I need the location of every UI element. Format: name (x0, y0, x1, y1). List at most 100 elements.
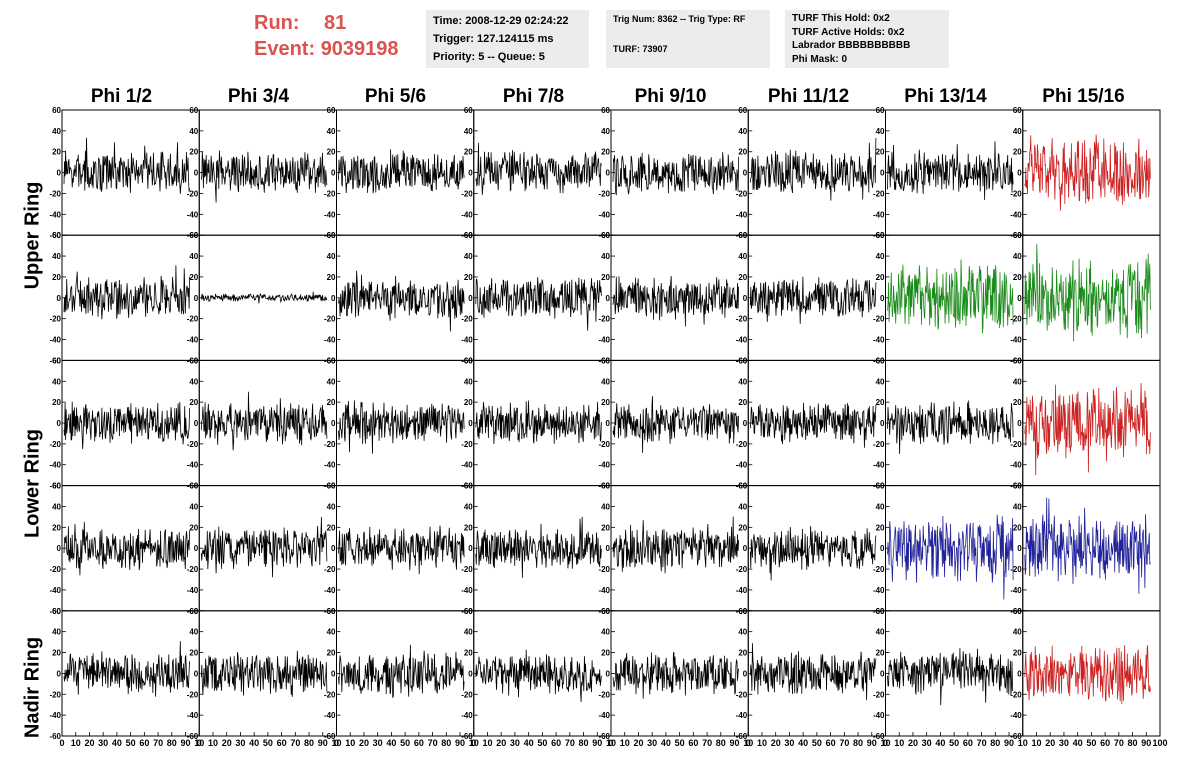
y-tick-label: 40 (52, 127, 61, 136)
y-tick-label: 20 (189, 523, 198, 532)
y-tick-label: 40 (327, 628, 336, 637)
y-tick-label: 20 (738, 273, 747, 282)
x-tick-label: 10 (757, 738, 767, 748)
y-tick-label: -60 (187, 231, 199, 240)
y-tick-label: 60 (189, 231, 198, 240)
y-tick-label: -60 (736, 732, 748, 741)
y-tick-label: 0 (194, 544, 199, 553)
x-tick-label: 70 (153, 738, 163, 748)
waveform-trace (475, 400, 602, 445)
y-tick-label: 60 (738, 231, 747, 240)
y-tick-label: 20 (1013, 523, 1022, 532)
y-tick-label: 0 (880, 169, 885, 178)
y-tick-label: 40 (738, 502, 747, 511)
y-tick-label: -40 (873, 586, 885, 595)
y-tick-label: -20 (1010, 690, 1022, 699)
y-tick-label: -40 (1010, 711, 1022, 720)
x-tick-label: 50 (537, 738, 547, 748)
y-tick-label: 20 (876, 148, 885, 157)
x-tick-label: 40 (798, 738, 808, 748)
y-tick-label: 0 (880, 544, 885, 553)
y-tick-label: -20 (598, 690, 610, 699)
y-tick-label: 40 (738, 252, 747, 261)
y-tick-label: 60 (601, 607, 610, 616)
panel-frame (198, 109, 337, 236)
y-tick-label: 40 (876, 628, 885, 637)
y-tick-label: -40 (324, 210, 336, 219)
y-tick-label: 40 (464, 502, 473, 511)
y-tick-label: 60 (876, 482, 885, 491)
waveform-trace (475, 142, 602, 195)
waveform-trace (63, 641, 190, 697)
y-tick-label: -60 (461, 231, 473, 240)
x-tick-label: 30 (510, 738, 520, 748)
column-heading-phi-7-8: Phi 7/8 (502, 86, 565, 107)
run-value: 81 (324, 12, 347, 34)
waveform-trace (887, 514, 1014, 600)
y-tick-label: 20 (52, 649, 61, 658)
y-tick-label: 0 (743, 169, 748, 178)
y-tick-label: -20 (461, 440, 473, 449)
y-tick-label: -40 (324, 336, 336, 345)
y-tick-label: 60 (189, 482, 198, 491)
x-tick-label: 50 (263, 738, 273, 748)
waveform-trace (887, 259, 1014, 334)
y-tick-label: -20 (598, 440, 610, 449)
y-tick-label: -20 (1010, 565, 1022, 574)
y-tick-label: -40 (324, 461, 336, 470)
waveform-trace (200, 150, 328, 203)
y-tick-label: 0 (57, 669, 62, 678)
x-tick-label: 20 (359, 738, 369, 748)
y-tick-label: 60 (327, 106, 336, 115)
y-tick-label: 40 (601, 127, 610, 136)
waveform-trace (612, 516, 739, 574)
y-tick-label: 0 (880, 669, 885, 678)
y-tick-label: 0 (331, 169, 336, 178)
y-tick-label: 60 (464, 106, 473, 115)
turf-info-box: TURF This Hold: 0x2 TURF Active Holds: 0… (785, 10, 949, 68)
y-tick-label: -40 (461, 336, 473, 345)
y-tick-label: 20 (327, 148, 336, 157)
y-tick-label: -60 (187, 732, 199, 741)
run-label: Run: (254, 12, 300, 34)
y-tick-label: 0 (606, 169, 611, 178)
y-tick-label: 60 (464, 356, 473, 365)
y-tick-label: -20 (736, 565, 748, 574)
y-tick-label: -40 (49, 461, 61, 470)
x-tick-label: 0 (471, 738, 476, 748)
y-tick-label: 60 (327, 607, 336, 616)
y-tick-label: 40 (52, 502, 61, 511)
y-tick-label: 20 (189, 649, 198, 658)
y-tick-label: 0 (57, 294, 62, 303)
x-tick-label: 40 (249, 738, 259, 748)
x-tick-label: 60 (688, 738, 698, 748)
y-tick-label: 40 (601, 502, 610, 511)
y-tick-label: 0 (331, 419, 336, 428)
y-tick-label: -40 (598, 586, 610, 595)
waveform-trace (887, 141, 1014, 200)
y-tick-label: -20 (49, 565, 61, 574)
x-tick-label: 10 (880, 738, 890, 748)
y-tick-label: -40 (461, 586, 473, 595)
x-tick-label: 30 (235, 738, 245, 748)
waveform-trace (338, 270, 465, 332)
y-tick-label: 20 (1013, 398, 1022, 407)
x-tick-label: 50 (949, 738, 959, 748)
waveform-trace (1024, 645, 1151, 705)
x-tick-label: 80 (716, 738, 726, 748)
waveform-trace (200, 291, 328, 304)
y-tick-label: 0 (1017, 544, 1022, 553)
x-tick-label: 60 (826, 738, 836, 748)
y-tick-label: 40 (876, 377, 885, 386)
y-tick-label: 20 (189, 148, 198, 157)
y-tick-label: -60 (324, 607, 336, 616)
x-tick-label: 50 (126, 738, 136, 748)
y-tick-label: -20 (1010, 189, 1022, 198)
y-tick-label: 0 (468, 169, 473, 178)
